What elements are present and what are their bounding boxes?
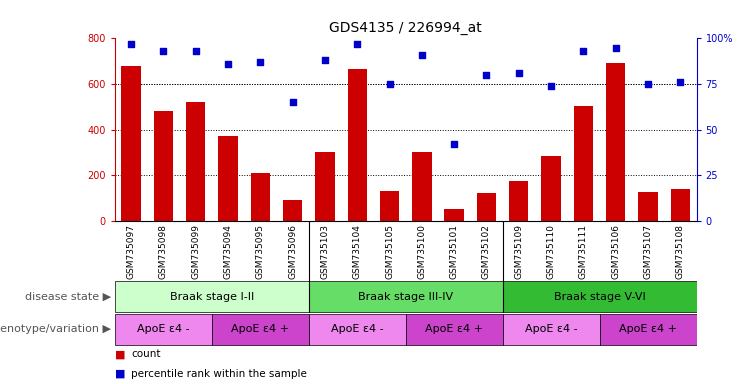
Text: ApoE ε4 -: ApoE ε4 - [331, 324, 384, 334]
Bar [445, 209, 464, 221]
Text: ApoE ε4 -: ApoE ε4 - [137, 324, 190, 334]
Text: ApoE ε4 +: ApoE ε4 + [425, 324, 483, 334]
Point [125, 41, 137, 47]
Text: ■: ■ [115, 349, 125, 359]
Text: GSM735094: GSM735094 [224, 224, 233, 279]
Point [287, 99, 299, 105]
Bar [219, 136, 238, 221]
Point [448, 141, 460, 147]
Bar [115, 314, 212, 345]
Point [674, 79, 686, 85]
Point [513, 70, 525, 76]
Point [481, 72, 493, 78]
Text: GSM735102: GSM735102 [482, 224, 491, 279]
Text: GSM735107: GSM735107 [644, 224, 653, 279]
Bar [315, 152, 335, 221]
Text: GSM735097: GSM735097 [127, 224, 136, 279]
Point [545, 83, 557, 89]
Bar [502, 314, 599, 345]
Text: ApoE ε4 +: ApoE ε4 + [231, 324, 289, 334]
Text: GSM735103: GSM735103 [320, 224, 330, 279]
Point [610, 45, 622, 51]
Bar [502, 281, 697, 312]
Bar [476, 194, 496, 221]
Point [577, 48, 589, 54]
Bar [599, 314, 697, 345]
Text: genotype/variation ▶: genotype/variation ▶ [0, 324, 111, 334]
Point [254, 59, 266, 65]
Text: GSM735101: GSM735101 [450, 224, 459, 279]
Text: GSM735111: GSM735111 [579, 224, 588, 279]
Bar [574, 106, 593, 221]
Text: Braak stage I-II: Braak stage I-II [170, 291, 254, 302]
Bar [606, 63, 625, 221]
Bar [412, 152, 431, 221]
Text: GSM735109: GSM735109 [514, 224, 523, 279]
Point [642, 81, 654, 87]
Text: GSM735105: GSM735105 [385, 224, 394, 279]
Text: GSM735099: GSM735099 [191, 224, 200, 279]
Bar [309, 281, 502, 312]
Point [416, 52, 428, 58]
Text: Braak stage III-IV: Braak stage III-IV [358, 291, 453, 302]
Bar [250, 173, 270, 221]
Bar [186, 102, 205, 221]
Text: GSM735110: GSM735110 [547, 224, 556, 279]
Bar [406, 314, 502, 345]
Bar [638, 192, 658, 221]
Bar [283, 200, 302, 221]
Point [351, 41, 363, 47]
Point [319, 57, 330, 63]
Bar [153, 111, 173, 221]
Text: disease state ▶: disease state ▶ [25, 291, 111, 302]
Title: GDS4135 / 226994_at: GDS4135 / 226994_at [329, 21, 482, 35]
Point [190, 48, 202, 54]
Text: GSM735100: GSM735100 [417, 224, 426, 279]
Text: percentile rank within the sample: percentile rank within the sample [131, 369, 307, 379]
Text: GSM735098: GSM735098 [159, 224, 167, 279]
Point [157, 48, 169, 54]
Bar [671, 189, 690, 221]
Bar [542, 156, 561, 221]
Point [222, 61, 234, 67]
Text: ApoE ε4 +: ApoE ε4 + [619, 324, 677, 334]
Text: ■: ■ [115, 369, 125, 379]
Text: GSM735095: GSM735095 [256, 224, 265, 279]
Bar [348, 69, 367, 221]
Bar [115, 281, 309, 312]
Text: Braak stage V-VI: Braak stage V-VI [554, 291, 645, 302]
Text: GSM735104: GSM735104 [353, 224, 362, 279]
Bar [380, 191, 399, 221]
Text: GSM735106: GSM735106 [611, 224, 620, 279]
Text: count: count [131, 349, 161, 359]
Point [384, 81, 396, 87]
Text: GSM735108: GSM735108 [676, 224, 685, 279]
Text: ApoE ε4 -: ApoE ε4 - [525, 324, 577, 334]
Bar [212, 314, 309, 345]
Bar [309, 314, 406, 345]
Text: GSM735096: GSM735096 [288, 224, 297, 279]
Bar [509, 181, 528, 221]
Bar [122, 66, 141, 221]
